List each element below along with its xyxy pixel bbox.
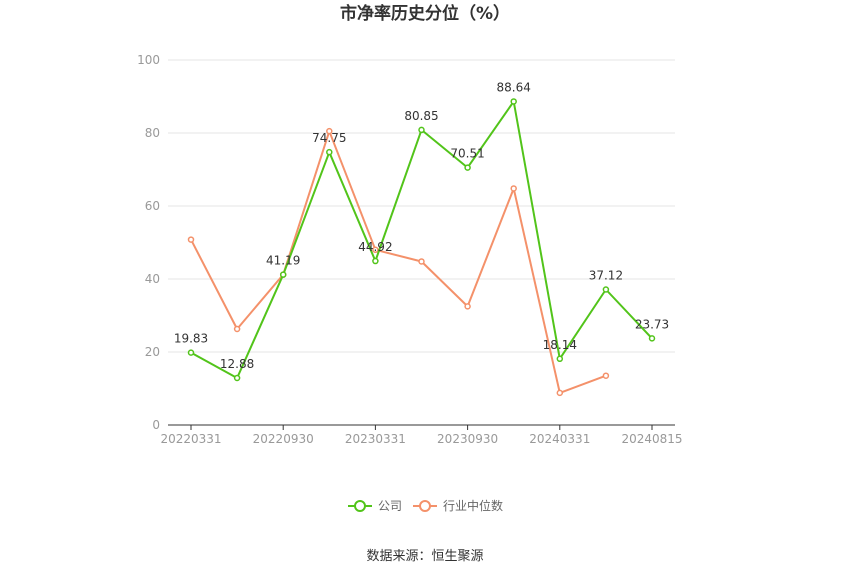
legend-marker <box>354 500 366 512</box>
data-point <box>372 257 379 265</box>
data-point <box>464 164 471 171</box>
series-layer: 19.83 12.88 41.19 74.75 44.92 80.85 70.51 88.64… <box>174 80 669 397</box>
data-point <box>326 148 333 156</box>
y-tick-label: 100 <box>137 53 160 67</box>
data-point <box>372 246 379 254</box>
data-label: 23.73 <box>635 317 669 331</box>
data-label: 80.85 <box>404 109 438 123</box>
x-tick-label: 20230930 <box>437 432 498 446</box>
legend-label: 行业中位数 <box>443 498 503 513</box>
y-tick-label: 60 <box>145 199 160 213</box>
data-label: 88.64 <box>497 80 531 94</box>
data-point <box>187 236 195 243</box>
series-line-0 <box>190 100 653 379</box>
legend-label: 公司 <box>378 499 402 513</box>
x-tick-label: 20240815 <box>621 432 682 446</box>
y-tick-label: 80 <box>145 126 160 140</box>
data-label: 18.14 <box>543 338 577 352</box>
data-point <box>279 271 287 278</box>
chart-title: 市净率历史分位（%） <box>340 3 510 24</box>
x-tick-label: 20220331 <box>160 432 221 446</box>
data-point <box>602 286 610 293</box>
data-point <box>233 325 241 333</box>
legend-marker <box>419 500 431 512</box>
legend-item-0[interactable]: 公司 <box>348 499 402 513</box>
y-tick-label: 40 <box>145 272 160 286</box>
data-label: 74.75 <box>312 131 346 145</box>
data-label: 70.51 <box>450 147 484 161</box>
data-label: 41.19 <box>266 254 300 268</box>
data-point <box>602 372 610 379</box>
legend[interactable]: 公司 行业中位数 <box>348 498 503 513</box>
data-point <box>510 185 517 192</box>
y-tick-label: 20 <box>145 345 160 359</box>
data-point <box>187 349 195 356</box>
y-tick-label: 0 <box>152 418 160 432</box>
legend-item-1[interactable]: 行业中位数 <box>413 498 503 513</box>
data-point <box>510 98 517 105</box>
x-tick-label: 20240331 <box>529 432 590 446</box>
y-axis: 0 20 40 60 80 100 <box>137 53 160 432</box>
data-label: 19.83 <box>174 332 208 346</box>
data-source: 数据来源：恒生聚源 <box>366 549 483 564</box>
data-label: 12.88 <box>220 357 254 371</box>
data-label: 44.92 <box>358 240 392 254</box>
data-point <box>326 127 333 135</box>
data-point <box>418 258 425 265</box>
x-axis: 20220331 20220930 20230331 20230930 20240331… <box>160 424 683 446</box>
data-point <box>556 355 564 363</box>
x-tick-label: 20220930 <box>253 432 314 446</box>
data-point <box>418 126 425 134</box>
x-tick-label: 20230331 <box>345 432 406 446</box>
data-point <box>556 389 564 397</box>
data-point <box>648 335 656 342</box>
series-line-1 <box>190 130 607 394</box>
grid <box>168 59 675 353</box>
data-point <box>233 374 241 382</box>
data-label: 37.12 <box>589 269 623 283</box>
data-point <box>464 303 471 310</box>
